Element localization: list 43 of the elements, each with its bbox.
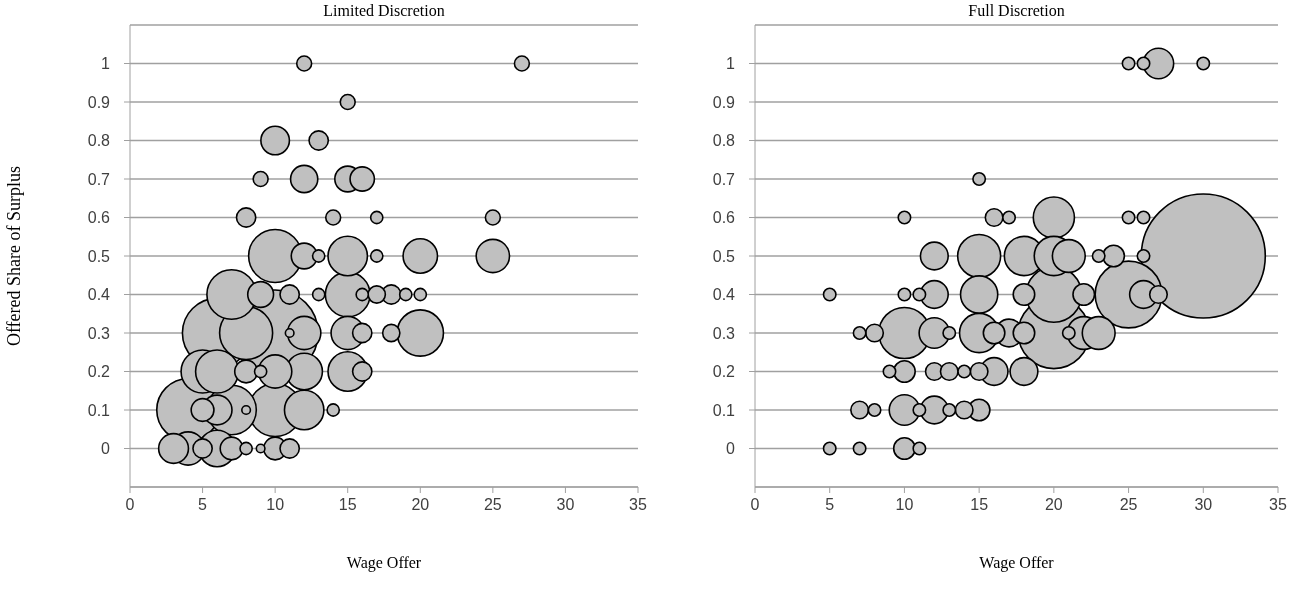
- x-tick-label: 15: [338, 496, 357, 514]
- x-tick-label: 15: [970, 496, 989, 514]
- y-tick-label: 0.4: [712, 286, 736, 304]
- x-tick-label: 25: [1119, 496, 1138, 514]
- x-tick-label: 0: [125, 496, 135, 514]
- chart-title: Limited Discretion: [322, 2, 446, 20]
- x-tick-label: 20: [1044, 496, 1063, 514]
- y-tick-label: 0.3: [87, 324, 111, 342]
- x-tick-label: 30: [556, 496, 575, 514]
- y-axis-title: Offered Share of Surplus: [3, 165, 25, 347]
- y-tick-label: 0.2: [712, 363, 736, 381]
- y-tick-label: 0.8: [87, 132, 111, 150]
- x-tick-label: 5: [198, 496, 208, 514]
- y-tick-label: 1: [101, 55, 111, 73]
- y-tick-label: 0.3: [712, 324, 736, 342]
- y-tick-label: 0.6: [87, 209, 111, 227]
- y-tick-label: 0.5: [712, 247, 736, 265]
- y-tick-label: 0.9: [712, 93, 736, 111]
- y-tick-label: 0.7: [712, 170, 736, 188]
- y-tick-label: 0.2: [87, 363, 111, 381]
- x-tick-label: 20: [411, 496, 430, 514]
- x-tick-label: 10: [266, 496, 285, 514]
- chart-title: Full Discretion: [967, 2, 1066, 20]
- x-axis-title: Wage Offer: [345, 554, 423, 572]
- y-tick-label: 0.1: [87, 401, 111, 419]
- y-tick-label: 0.8: [712, 132, 736, 150]
- x-tick-label: 35: [629, 496, 647, 514]
- y-tick-label: 0.9: [87, 93, 111, 111]
- x-tick-label: 35: [1269, 496, 1287, 514]
- x-tick-label: 10: [895, 496, 914, 514]
- x-tick-label: 25: [483, 496, 502, 514]
- x-tick-label: 30: [1194, 496, 1213, 514]
- x-tick-label: 5: [825, 496, 835, 514]
- y-tick-label: 0.5: [87, 247, 111, 265]
- y-tick-label: 0: [101, 440, 111, 458]
- y-tick-label: 1: [726, 55, 736, 73]
- y-tick-label: 0.1: [712, 401, 736, 419]
- y-tick-label: 0.7: [87, 170, 111, 188]
- y-tick-label: 0.6: [712, 209, 736, 227]
- y-tick-label: 0.4: [87, 286, 111, 304]
- x-tick-label: 0: [750, 496, 760, 514]
- y-tick-label: 0: [726, 440, 736, 458]
- x-axis-title: Wage Offer: [978, 554, 1055, 572]
